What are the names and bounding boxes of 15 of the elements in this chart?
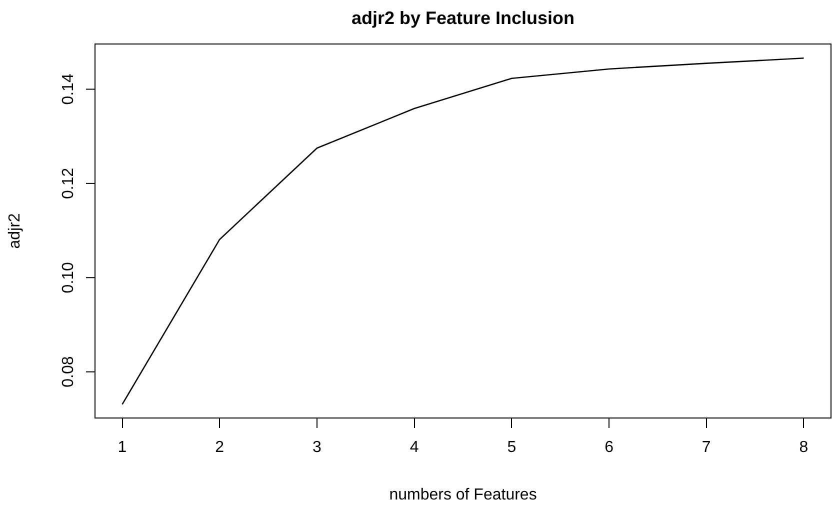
y-tick-label: 0.08: [60, 356, 77, 388]
x-axis-title: numbers of Features: [389, 486, 537, 504]
y-axis-title: adjr2: [6, 213, 24, 249]
x-tick-label: 2: [215, 439, 224, 456]
chart-title: adjr2 by Feature Inclusion: [351, 8, 575, 28]
y-tick-label: 0.10: [60, 262, 77, 294]
x-tick-label: 3: [312, 439, 322, 456]
y-tick-label: 0.12: [60, 168, 77, 199]
y-tick-label: 0.14: [60, 74, 77, 105]
x-tick-label: 8: [799, 439, 808, 456]
x-tick-label: 1: [118, 439, 127, 456]
x-tick-label: 6: [604, 439, 614, 456]
x-tick-label: 4: [410, 439, 419, 456]
x-tick-label: 7: [702, 439, 711, 456]
x-tick-label: 5: [507, 439, 516, 456]
